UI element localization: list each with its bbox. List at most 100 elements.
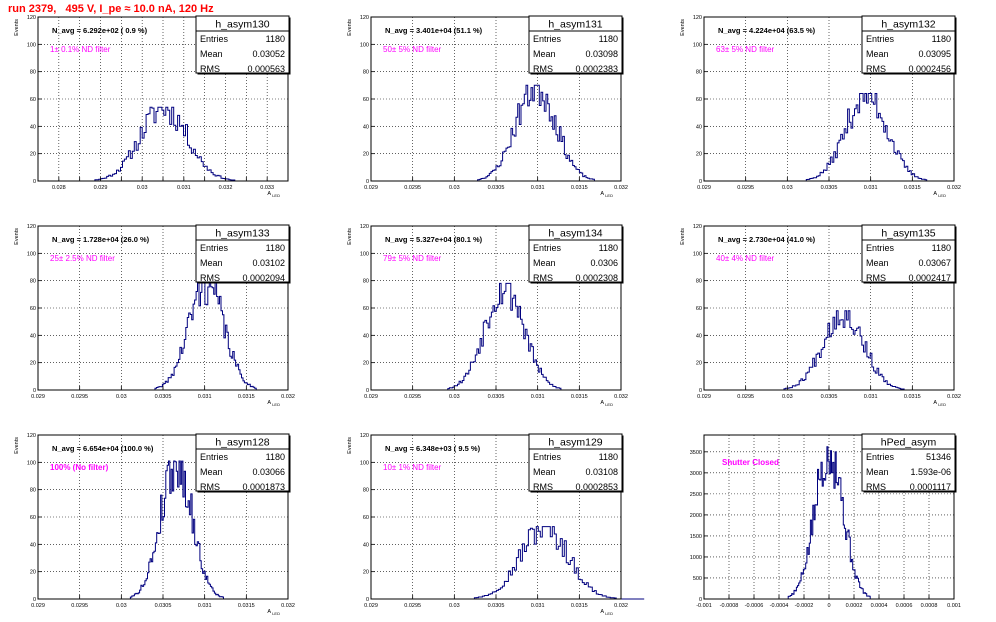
- x-axis-label: A LED: [267, 400, 280, 407]
- y-axis-label: Events: [680, 228, 686, 245]
- stat-value: 0.0001873: [242, 482, 285, 492]
- navg-label: N_avg = 6.348e+03 ( 9.5 %): [385, 444, 481, 453]
- y-tick-label: 0: [33, 597, 36, 603]
- x-axis-label-main: A: [600, 609, 604, 615]
- y-tick-label: 20: [363, 361, 369, 367]
- navg-label: N_avg = 1.728e+04 (26.0 %): [52, 235, 150, 244]
- y-tick-label: 60: [696, 306, 702, 312]
- filter-label: 100% (No filter): [50, 463, 109, 472]
- x-tick-label: 0.0002: [846, 603, 863, 609]
- x-tick-label: 0.0295: [737, 185, 754, 191]
- stat-value: 1180: [599, 34, 618, 44]
- x-tick-label: 0.0315: [571, 394, 588, 400]
- x-tick-label: 0.0305: [821, 185, 838, 191]
- y-tick-label: 40: [696, 333, 702, 339]
- histogram-name: h_asym129: [548, 437, 602, 449]
- x-axis-label-sub: LED: [937, 193, 946, 198]
- x-tick-label: 0.031: [198, 394, 212, 400]
- x-axis-label-sub: LED: [604, 402, 613, 407]
- x-tick-label: 0.029: [31, 603, 45, 609]
- y-tick-label: 100: [27, 460, 36, 466]
- stat-label: Mean: [533, 258, 556, 268]
- y-axis-label: Events: [347, 19, 353, 36]
- y-tick-label: 0: [33, 179, 36, 185]
- x-tick-label: 0.0295: [404, 185, 421, 191]
- stat-label: RMS: [866, 273, 886, 283]
- x-tick-label: 0.03: [782, 394, 793, 400]
- x-tick-label: 0.029: [364, 185, 378, 191]
- x-axis-label: A LED: [933, 400, 946, 407]
- x-tick-label: 0.031: [864, 185, 878, 191]
- y-tick-label: 100: [27, 251, 36, 257]
- y-tick-label: 1500: [690, 534, 702, 540]
- filter-label: 50± 5% ND filter: [383, 45, 442, 54]
- x-tick-label: 0.001: [947, 603, 961, 609]
- x-axis-label-main: A: [933, 191, 937, 197]
- y-tick-label: 40: [30, 542, 36, 548]
- histogram-name: h_asym132: [881, 19, 935, 31]
- filter-label: 1± 0.1% ND filter: [50, 45, 111, 54]
- x-tick-label: 0.032: [947, 185, 961, 191]
- stat-label: RMS: [533, 273, 553, 283]
- x-tick-label: 0.031: [177, 185, 191, 191]
- x-tick-label: 0.03: [449, 394, 460, 400]
- y-tick-label: 60: [30, 515, 36, 521]
- x-tick-label: 0.031: [531, 185, 545, 191]
- x-axis-label-main: A: [267, 191, 271, 197]
- y-tick-label: 120: [693, 224, 702, 230]
- x-tick-label: -0.0004: [770, 603, 789, 609]
- x-axis-label-sub: LED: [604, 193, 613, 198]
- navg-label: N_avg = 3.401e+04 (51.1 %): [385, 26, 483, 35]
- stat-value: 0.000563: [247, 64, 285, 74]
- x-tick-label: 0.0315: [238, 603, 255, 609]
- stat-label: Mean: [200, 467, 223, 477]
- y-tick-label: 20: [696, 152, 702, 158]
- y-tick-label: 100: [360, 460, 369, 466]
- y-tick-label: 80: [696, 70, 702, 76]
- x-tick-label: 0.0305: [821, 394, 838, 400]
- x-axis-label: A LED: [267, 609, 280, 616]
- x-tick-label: 0.032: [281, 603, 295, 609]
- y-tick-label: 120: [27, 15, 36, 21]
- stats-box: [861, 433, 956, 492]
- stats-box: [195, 15, 290, 74]
- y-tick-label: 60: [363, 515, 369, 521]
- x-tick-label: 0.0315: [238, 394, 255, 400]
- x-tick-label: 0.0315: [571, 603, 588, 609]
- x-tick-label: 0.0004: [871, 603, 888, 609]
- x-tick-label: 0.029: [94, 185, 108, 191]
- stats-box: [528, 224, 623, 283]
- x-tick-label: 0.032: [947, 394, 961, 400]
- x-axis-label: A LED: [267, 191, 280, 198]
- x-axis-label-main: A: [600, 400, 604, 406]
- stat-label: Mean: [533, 467, 556, 477]
- stat-value: 0.0002456: [908, 64, 951, 74]
- stat-label: Mean: [533, 49, 556, 59]
- x-tick-label: 0.03: [449, 603, 460, 609]
- y-tick-label: 20: [363, 152, 369, 158]
- navg-label: N_avg = 5.327e+04 (80.1 %): [385, 235, 483, 244]
- histogram-panel-h_asym134: 0.029 0.0295 0.03 0.0305 0.031 0.0315 0.032 0 20…: [347, 224, 628, 407]
- y-tick-label: 120: [27, 224, 36, 230]
- histogram-panel-h_asym132: 0.029 0.0295 0.03 0.0305 0.031 0.0315 0.032 0 20…: [680, 15, 961, 198]
- x-tick-label: 0.03: [449, 185, 460, 191]
- y-tick-label: 80: [363, 279, 369, 285]
- histogram-line: [133, 281, 280, 391]
- stat-label: Entries: [200, 243, 229, 253]
- histogram-line: [770, 446, 888, 600]
- y-tick-label: 100: [693, 42, 702, 48]
- y-tick-label: 60: [363, 97, 369, 103]
- x-tick-label: -0.001: [696, 603, 712, 609]
- y-tick-label: 80: [30, 279, 36, 285]
- y-axis-label: Events: [347, 228, 353, 245]
- x-axis-label-sub: LED: [604, 611, 613, 616]
- stat-label: Mean: [866, 49, 889, 59]
- stat-value: 0.03067: [918, 258, 951, 268]
- x-axis-label-sub: LED: [271, 193, 280, 198]
- y-tick-label: 100: [360, 42, 369, 48]
- y-tick-label: 0: [366, 597, 369, 603]
- x-tick-label: 0.029: [364, 603, 378, 609]
- y-tick-label: 0: [699, 388, 702, 394]
- stats-box: [195, 433, 290, 492]
